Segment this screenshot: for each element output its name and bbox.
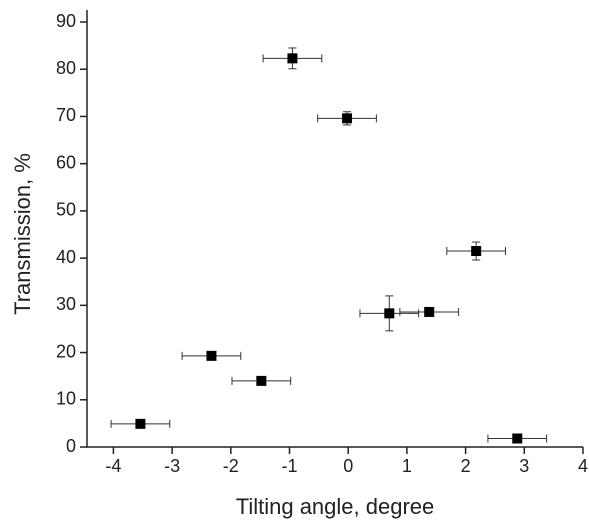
y-axis-label: Transmission, % [10,153,35,315]
y-tick-label: 40 [56,247,76,267]
x-tick-label: 0 [343,456,353,476]
point [471,246,482,257]
point [135,418,146,429]
y-tick-label: 10 [56,389,76,409]
y-tick-label: 90 [56,11,76,31]
x-axis-label: Tilting angle, degree [236,494,435,519]
y-tick-label: 70 [56,105,76,125]
y-tick-label: 20 [56,341,76,361]
x-tick-label: -4 [105,456,121,476]
point [206,350,217,361]
y-tick-label: 30 [56,294,76,314]
y-tick-label: 50 [56,200,76,220]
y-tick-label: 0 [66,436,76,456]
x-tick-label: -3 [164,456,180,476]
y-tick-label: 60 [56,152,76,172]
point [256,375,267,386]
x-tick-label: -1 [282,456,298,476]
point [424,306,435,317]
y-tick-label: 80 [56,58,76,78]
x-tick-label: 4 [578,456,588,476]
point [512,433,523,444]
x-tick-label: 2 [461,456,471,476]
x-tick-label: -2 [223,456,239,476]
x-tick-label: 1 [402,456,412,476]
point [287,53,298,64]
x-tick-label: 3 [519,456,529,476]
point [342,113,353,124]
point [384,308,395,319]
